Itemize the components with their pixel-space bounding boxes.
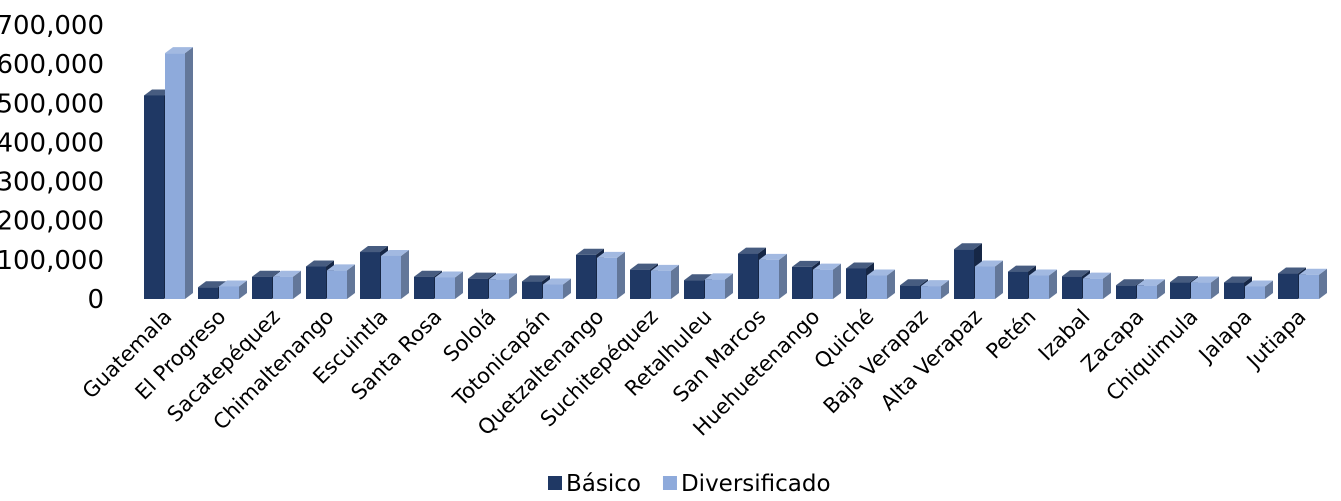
bar-diversificado (1191, 276, 1219, 299)
bar-diversificado (921, 280, 949, 299)
bar-diversificado (867, 269, 895, 299)
bar-diversificado (759, 253, 787, 299)
bar-diversificado (975, 260, 1003, 299)
y-tick-label: 100,000 (0, 246, 104, 276)
bar-diversificado (489, 273, 517, 299)
bar-diversificado (165, 47, 193, 299)
bar-diversificado (327, 264, 355, 299)
bar-diversificado (435, 271, 463, 299)
legend-item: Diversificado (662, 471, 831, 497)
y-tick-label: 700,000 (0, 11, 104, 41)
y-tick-label: 200,000 (0, 207, 104, 237)
x-tick-label: Jutiapa (1241, 305, 1311, 375)
bar-diversificado (1029, 269, 1057, 299)
bar-diversificado (219, 280, 247, 299)
y-axis: 700,000 600,000 500,000 400,000 300,000 200,0… (0, 11, 104, 315)
bar-diversificado (597, 251, 625, 299)
y-tick-label: 400,000 (0, 128, 104, 158)
bar-diversificado (651, 264, 679, 299)
bar-diversificado (813, 263, 841, 299)
bar-diversificado (273, 270, 301, 299)
bar-diversificado (543, 278, 571, 299)
legend-label: Básico (566, 471, 641, 497)
y-tick-label: 500,000 (0, 89, 104, 119)
bar-diversificado (705, 273, 733, 299)
bar-diversificado (1299, 268, 1327, 299)
y-tick-label: 300,000 (0, 168, 104, 198)
bar-diversificado (1083, 272, 1111, 299)
legend-item: Básico (548, 471, 641, 497)
legend-label: Diversificado (681, 471, 831, 497)
legend: Básico Diversificado (548, 471, 831, 497)
legend-swatch (662, 476, 677, 490)
y-tick-label: 0 (87, 285, 104, 315)
legend-swatch (548, 476, 562, 490)
bar-diversificado (381, 249, 409, 299)
bars (144, 47, 1327, 299)
bar-diversificado (1245, 280, 1273, 299)
bar-diversificado (1137, 279, 1165, 299)
y-tick-label: 600,000 (0, 50, 104, 80)
x-tick-label: Petén (982, 305, 1041, 364)
